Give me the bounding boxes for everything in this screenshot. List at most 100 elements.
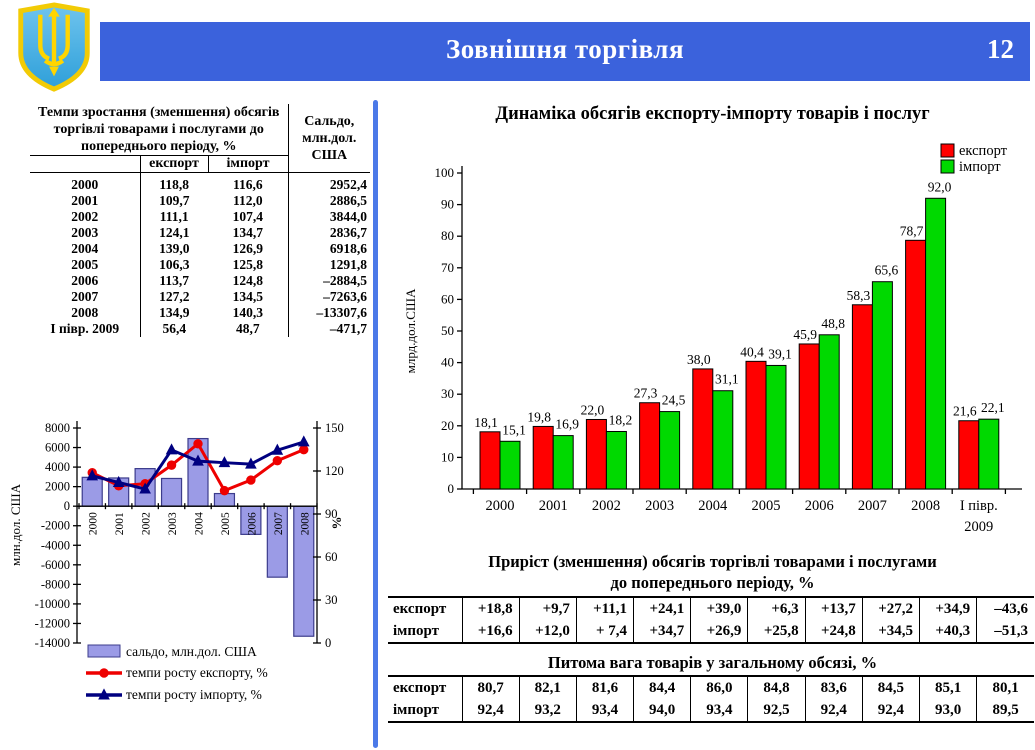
svg-text:21,6: 21,6	[953, 404, 977, 419]
growth-cell-export: 56,4	[139, 321, 208, 337]
saldo-bars	[81, 437, 315, 637]
value-cell: 89,5	[976, 699, 1034, 723]
growth-cell-saldo: –13307,6	[287, 305, 371, 321]
growth-table-row: 2005 106,3 125,8 1291,8	[30, 257, 371, 273]
svg-text:2001: 2001	[539, 498, 568, 514]
svg-text:2005: 2005	[752, 498, 781, 514]
svg-text:60: 60	[325, 550, 338, 564]
growth-table-row: 2001 109,7 112,0 2886,5	[30, 193, 371, 209]
svg-text:2000: 2000	[45, 480, 70, 494]
growth-cell-import: 116,6	[232, 177, 263, 192]
svg-text:8000: 8000	[45, 421, 70, 435]
growth-cell-saldo: –7263,6	[287, 289, 371, 305]
growth-cell-import: 112,0	[232, 193, 263, 208]
value-cell: +16,6	[461, 620, 520, 644]
growth-cell-import: 48,7	[235, 321, 260, 336]
saldo-combo-chart: 8000 6000 4000 2000 0 -2000 -4000 -6000 -8000 -10…	[8, 421, 344, 702]
svg-text:2003: 2003	[645, 498, 674, 514]
svg-text:18,1: 18,1	[474, 415, 498, 430]
data-row: імпорт 92,4 93,2 93,4 94,0 93,4 92,5 92,4 92,4 93…	[388, 699, 1034, 723]
growth-cell-saldo: 2836,7	[287, 225, 371, 241]
growth-table-row: 2008 134,9 140,3 –13307,6	[30, 305, 371, 321]
svg-text:60: 60	[441, 291, 454, 306]
dyn-category-labels: 2000 2001 2002 2003 2004 2005 2006 2007 2008 І пі…	[486, 498, 998, 535]
export-column-header: експорт	[139, 155, 208, 173]
svg-text:2008: 2008	[299, 512, 311, 535]
svg-text:78,7: 78,7	[900, 223, 924, 238]
growth-cell-saldo: 1291,8	[287, 257, 371, 273]
svg-text:2004: 2004	[698, 498, 728, 514]
growth-cell-export: 109,7	[139, 193, 208, 209]
section-divider	[373, 100, 378, 748]
svg-text:65,6: 65,6	[875, 263, 899, 278]
combo-category-labels: 2000 2001 2002 2003 2004 2005 2006 2007 2008	[88, 512, 312, 535]
slide-title: Зовнішня торгівля	[445, 34, 685, 64]
import-growth-line	[86, 435, 310, 494]
value-cell: +40,3	[918, 620, 977, 644]
svg-text:20: 20	[441, 418, 454, 433]
svg-text:-6000: -6000	[41, 558, 70, 572]
svg-text:0: 0	[64, 499, 70, 513]
growth-cell-export: 139,0	[139, 241, 208, 257]
svg-text:45,9: 45,9	[793, 327, 817, 342]
combo-y-left-label: млн.дол. США	[8, 483, 23, 566]
value-cell: 84,5	[861, 675, 920, 699]
value-cell: +27,2	[861, 596, 920, 620]
growth-cell-period: 2002	[71, 209, 99, 224]
svg-text:2000: 2000	[88, 512, 100, 535]
growth-cell-period: 2003	[71, 225, 99, 240]
growth-cell-export: 118,8	[139, 172, 208, 193]
svg-text:темпи росту експорту, %: темпи росту експорту, %	[126, 665, 268, 680]
growth-table-row: 2006 113,7 124,8 –2884,5	[30, 273, 371, 289]
value-cell: 93,0	[918, 699, 977, 723]
svg-text:2005: 2005	[220, 512, 232, 535]
value-cell: +26,9	[690, 620, 748, 644]
svg-text:-8000: -8000	[41, 577, 70, 591]
growth-summary-title-line1: Приріст (зменшення) обсягів торгівлі тов…	[488, 552, 937, 571]
growth-table-row: 2002 111,1 107,4 3844,0	[30, 209, 371, 225]
value-cell: +34,9	[918, 596, 977, 620]
svg-text:2008: 2008	[911, 498, 940, 514]
growth-cell-period: 2007	[71, 289, 99, 304]
combo-left-ticks: 8000 6000 4000 2000 0 -2000 -4000 -6000 -8000 -10…	[35, 421, 70, 650]
share-table: експорт 80,7 82,1 81,6 84,4 86,0 84,8 83,6 84,5 8…	[388, 675, 1034, 723]
growth-cell-import: 124,8	[232, 273, 263, 288]
growth-cell-period: 2000	[71, 177, 99, 192]
dyn-y-ticks: 0 10 20 30 40 50 60 70 80 90 100	[435, 165, 455, 496]
period-column-header	[30, 155, 140, 173]
value-cell: +9,7	[518, 596, 577, 620]
data-row: експорт +18,8 +9,7 +11,1 +24,1 +39,0 +6,3 +13,7…	[388, 596, 1034, 620]
growth-cell-import: 125,8	[232, 257, 263, 272]
svg-text:4000: 4000	[45, 460, 70, 474]
svg-text:39,1: 39,1	[768, 346, 792, 361]
growth-summary-title: Приріст (зменшення) обсягів торгівлі тов…	[390, 551, 1035, 593]
svg-text:2007: 2007	[273, 512, 285, 535]
svg-text:-4000: -4000	[41, 538, 70, 552]
combo-axes	[73, 421, 321, 644]
value-cell: 93,2	[518, 699, 577, 723]
value-cell: +34,5	[861, 620, 920, 644]
growth-cell-period: 2008	[71, 305, 99, 320]
svg-text:80: 80	[441, 228, 454, 243]
value-cell: 92,4	[804, 699, 863, 723]
value-cell: +11,1	[575, 596, 634, 620]
data-row: експорт 80,7 82,1 81,6 84,4 86,0 84,8 83,6 84,5 8…	[388, 675, 1034, 699]
ukraine-coat-of-arms-icon	[18, 2, 90, 92]
value-cell: +24,1	[633, 596, 691, 620]
value-cell: –43,6	[976, 596, 1034, 620]
value-cell: 82,1	[518, 675, 577, 699]
svg-text:2006: 2006	[805, 498, 834, 514]
growth-cell-import: 134,7	[232, 225, 263, 240]
growth-table-row: І півр. 2009 56,4 48,7 –471,7	[30, 321, 371, 337]
value-cell: 92,4	[461, 699, 520, 723]
value-cell: +12,0	[518, 620, 577, 644]
value-cell: 85,1	[918, 675, 977, 699]
growth-cell-period: І півр. 2009	[50, 321, 120, 336]
svg-text:31,1: 31,1	[715, 372, 739, 387]
svg-text:2002: 2002	[592, 498, 621, 514]
value-cell: +34,7	[633, 620, 691, 644]
header-bar: Зовнішня торгівля 12	[100, 22, 1030, 81]
page-number: 12	[987, 34, 1014, 64]
growth-summary-title-line2: до попереднього періоду, %	[610, 573, 815, 592]
svg-text:сальдо, млн.дол. США: сальдо, млн.дол. США	[126, 644, 257, 659]
